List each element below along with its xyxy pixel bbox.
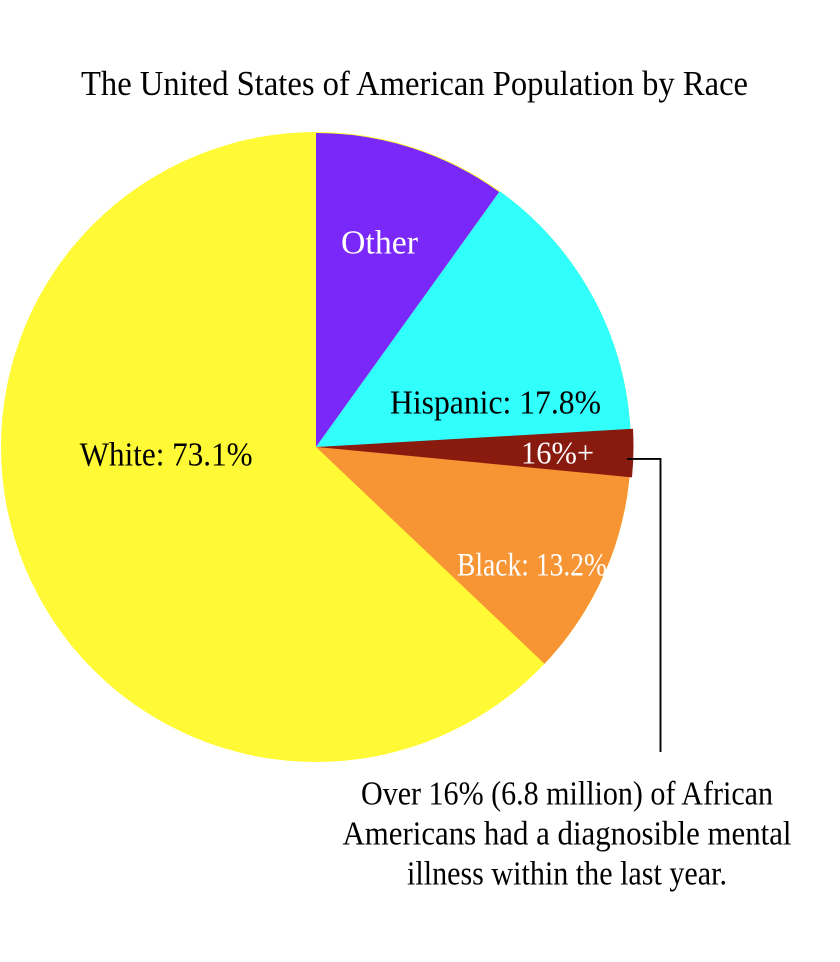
svg-text:Hispanic: 17.8%: Hispanic: 17.8%: [390, 385, 601, 422]
svg-text:Over 16% (6.8 million) of Afri: Over 16% (6.8 million) of African: [361, 776, 773, 813]
svg-text:Black: 13.2%: Black: 13.2%: [457, 548, 607, 584]
svg-text:16%+: 16%+: [521, 435, 594, 471]
svg-text:Americans had a diagnosible me: Americans had a diagnosible mental: [343, 816, 792, 853]
svg-text:White: 73.1%: White: 73.1%: [80, 436, 253, 473]
svg-text:The United States of American: The United States of American Population…: [81, 64, 748, 103]
svg-text:illness within the last year.: illness within the last year.: [407, 856, 727, 893]
svg-text:Other: Other: [341, 225, 419, 262]
